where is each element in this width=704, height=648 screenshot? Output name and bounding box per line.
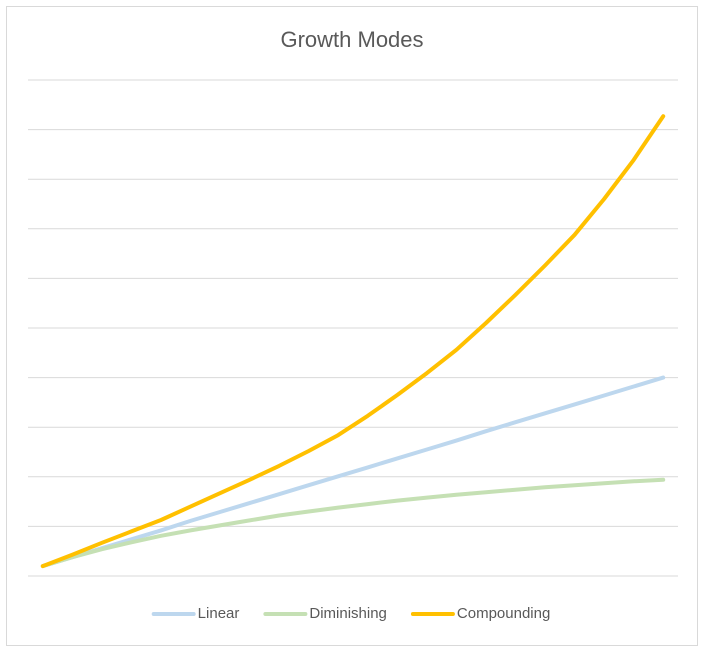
line-series bbox=[40, 375, 666, 569]
line-series bbox=[40, 114, 666, 569]
chart-title: Growth Modes bbox=[280, 27, 423, 52]
chart-border bbox=[6, 6, 698, 646]
legend-label: Diminishing bbox=[309, 605, 387, 622]
legend-label: Compounding bbox=[457, 605, 550, 622]
legend-label: Linear bbox=[198, 605, 240, 622]
line-series bbox=[40, 477, 666, 569]
